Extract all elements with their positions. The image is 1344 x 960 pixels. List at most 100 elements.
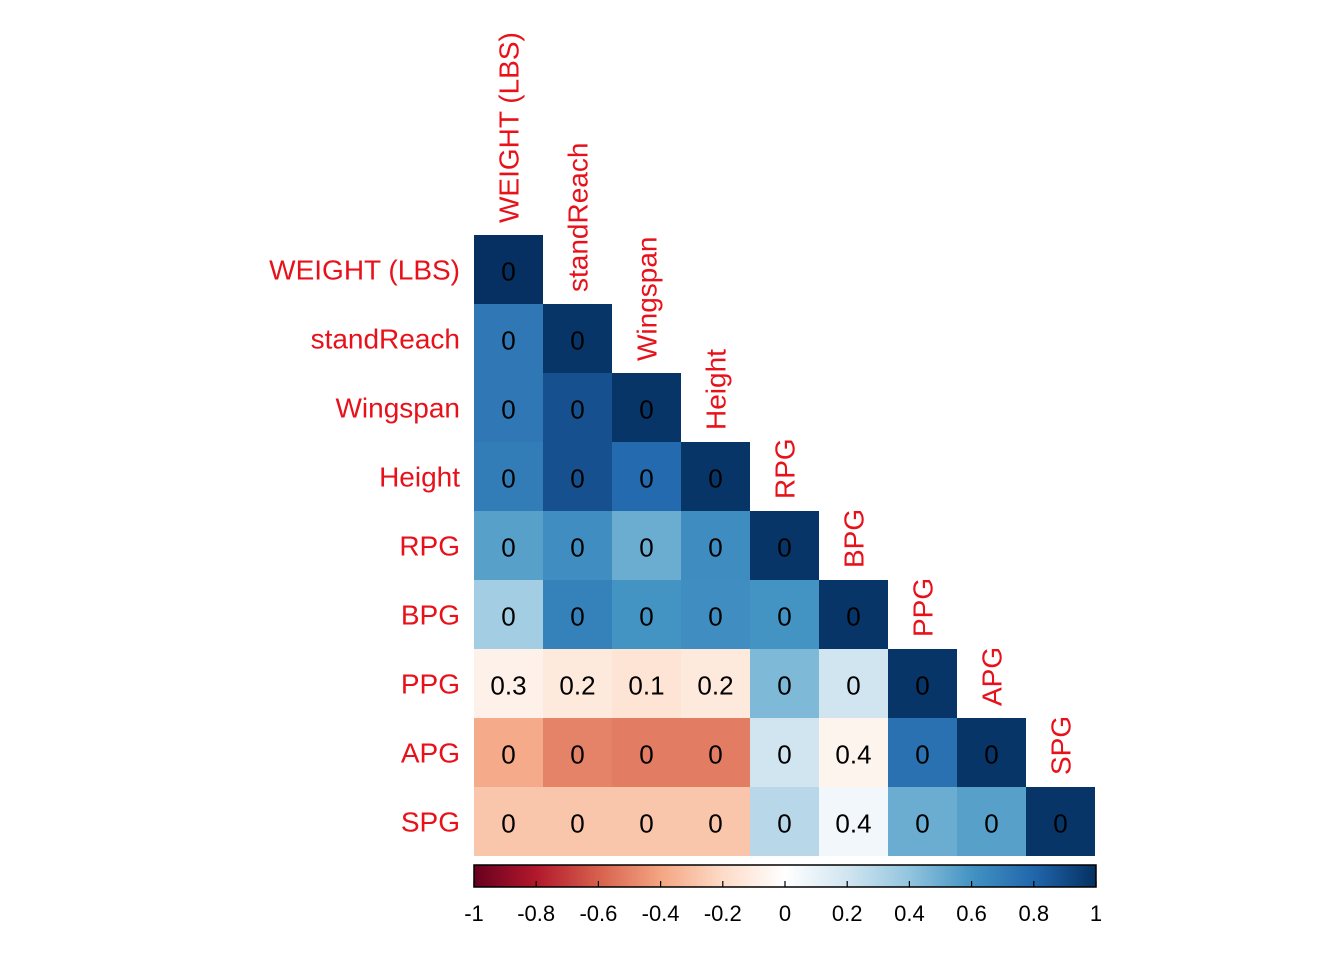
heatmap-cell — [543, 304, 612, 373]
colorbar-tick-label: 0.8 — [1019, 901, 1050, 926]
row-label: SPG — [401, 807, 460, 838]
cell-value-label: 0 — [501, 602, 515, 632]
heatmap-cell — [474, 787, 543, 856]
cell-value-label: 0 — [501, 533, 515, 563]
heatmap-cell — [681, 442, 750, 511]
cell-value-label: 0 — [639, 533, 653, 563]
cell-value-label: 0 — [915, 809, 929, 839]
cell-value-label: 0.3 — [490, 671, 526, 701]
cell-value-label: 0 — [915, 740, 929, 770]
colorbar-tick-label: 0 — [779, 901, 791, 926]
heatmap-cell — [681, 787, 750, 856]
cell-value-label: 0 — [501, 326, 515, 356]
cell-value-label: 0 — [570, 464, 584, 494]
cell-value-label: 0 — [570, 740, 584, 770]
cell-value-label: 0 — [639, 602, 653, 632]
row-labels: WEIGHT (LBS) standReach Wingspan Height RPG B… — [269, 255, 460, 838]
cell-value-label: 0 — [501, 464, 515, 494]
heatmap-cell — [474, 442, 543, 511]
row-label: Height — [379, 462, 460, 493]
row-label: APG — [401, 738, 460, 769]
heatmap-cell — [474, 373, 543, 442]
cell-value-label: 0.2 — [559, 671, 595, 701]
cell-value-label: 0 — [639, 395, 653, 425]
column-label: SPG — [1046, 716, 1077, 775]
cell-value-label: 0 — [639, 740, 653, 770]
cell-value-label: 0 — [777, 809, 791, 839]
cell-value-label: 0 — [501, 809, 515, 839]
cell-value-label: 0 — [708, 533, 722, 563]
cell-value-label: 0 — [777, 602, 791, 632]
cell-value-label: 0 — [846, 671, 860, 701]
cell-value-label: 0 — [777, 671, 791, 701]
cell-value-label: 0.4 — [835, 809, 871, 839]
heatmap-cell — [957, 787, 1026, 856]
colorbar-tick-label: 0.6 — [956, 901, 987, 926]
heatmap-cell — [681, 649, 750, 718]
heatmap-cell — [819, 649, 888, 718]
heatmap-cell — [888, 787, 957, 856]
row-label: RPG — [399, 531, 460, 562]
cell-value-label: 0 — [1053, 809, 1067, 839]
cell-value-label: 0 — [570, 602, 584, 632]
heatmap-cell — [543, 787, 612, 856]
cell-value-label: 0 — [846, 602, 860, 632]
column-label: Wingspan — [632, 236, 663, 361]
column-labels: WEIGHT (LBS) standReach Wingspan Height RPG B… — [494, 32, 1077, 775]
cell-value-label: 0 — [639, 809, 653, 839]
heatmap-cell — [612, 580, 681, 649]
heatmap-cell — [750, 511, 819, 580]
heatmap-cell — [888, 649, 957, 718]
cell-value-label: 0 — [639, 464, 653, 494]
heatmap-cell — [681, 580, 750, 649]
colorbar-tick-label: 1 — [1090, 901, 1102, 926]
cell-value-label: 0 — [984, 740, 998, 770]
row-label: Wingspan — [335, 393, 460, 424]
cell-value-label: 0 — [777, 740, 791, 770]
heatmap-cell — [750, 580, 819, 649]
row-label: BPG — [401, 600, 460, 631]
cell-value-label: 0 — [501, 740, 515, 770]
heatmap-cell — [543, 580, 612, 649]
heatmap-cell — [888, 718, 957, 787]
colorbar-tick-label: 0.4 — [894, 901, 925, 926]
cell-value-label: 0 — [984, 809, 998, 839]
heatmap-cell — [543, 442, 612, 511]
heatmap-cell — [543, 718, 612, 787]
column-label: PPG — [908, 578, 939, 637]
colorbar-tick-label: -0.2 — [704, 901, 742, 926]
heatmap-cell — [474, 511, 543, 580]
cell-value-label: 0.1 — [628, 671, 664, 701]
cell-value-label: 0 — [570, 395, 584, 425]
heatmap-cell — [474, 580, 543, 649]
heatmap-cell — [612, 511, 681, 580]
heatmap-cell — [1026, 787, 1095, 856]
column-label: BPG — [839, 509, 870, 568]
column-label: RPG — [770, 438, 801, 499]
colorbar-tick-label: -0.4 — [642, 901, 680, 926]
cell-value-label: 0 — [708, 809, 722, 839]
cell-value-label: 0 — [708, 602, 722, 632]
heatmap-cell — [819, 787, 888, 856]
cell-value-label: 0.2 — [697, 671, 733, 701]
column-label: Height — [701, 349, 732, 430]
column-label: WEIGHT (LBS) — [494, 32, 525, 223]
heatmap-cell — [543, 511, 612, 580]
column-label: APG — [977, 647, 1008, 706]
cell-value-label: 0 — [501, 257, 515, 287]
colorbar-tick-label: -0.6 — [579, 901, 617, 926]
heatmap-cell — [750, 649, 819, 718]
cell-value-label: 0 — [915, 671, 929, 701]
colorbar-tick-label: -1 — [464, 901, 484, 926]
cell-value-label: 0.4 — [835, 740, 871, 770]
heatmap-cells — [474, 235, 1095, 856]
heatmap-cell — [681, 718, 750, 787]
heatmap-cell — [612, 718, 681, 787]
colorbar-tick-label: 0.2 — [832, 901, 863, 926]
heatmap-cell — [957, 718, 1026, 787]
heatmap-cell — [819, 718, 888, 787]
heatmap-cell — [612, 442, 681, 511]
cell-value-label: 0 — [708, 464, 722, 494]
colorbar: -1 -0.8 -0.6 -0.4 -0.2 0 0.2 0.4 0.6 0.8 1 — [464, 864, 1102, 926]
